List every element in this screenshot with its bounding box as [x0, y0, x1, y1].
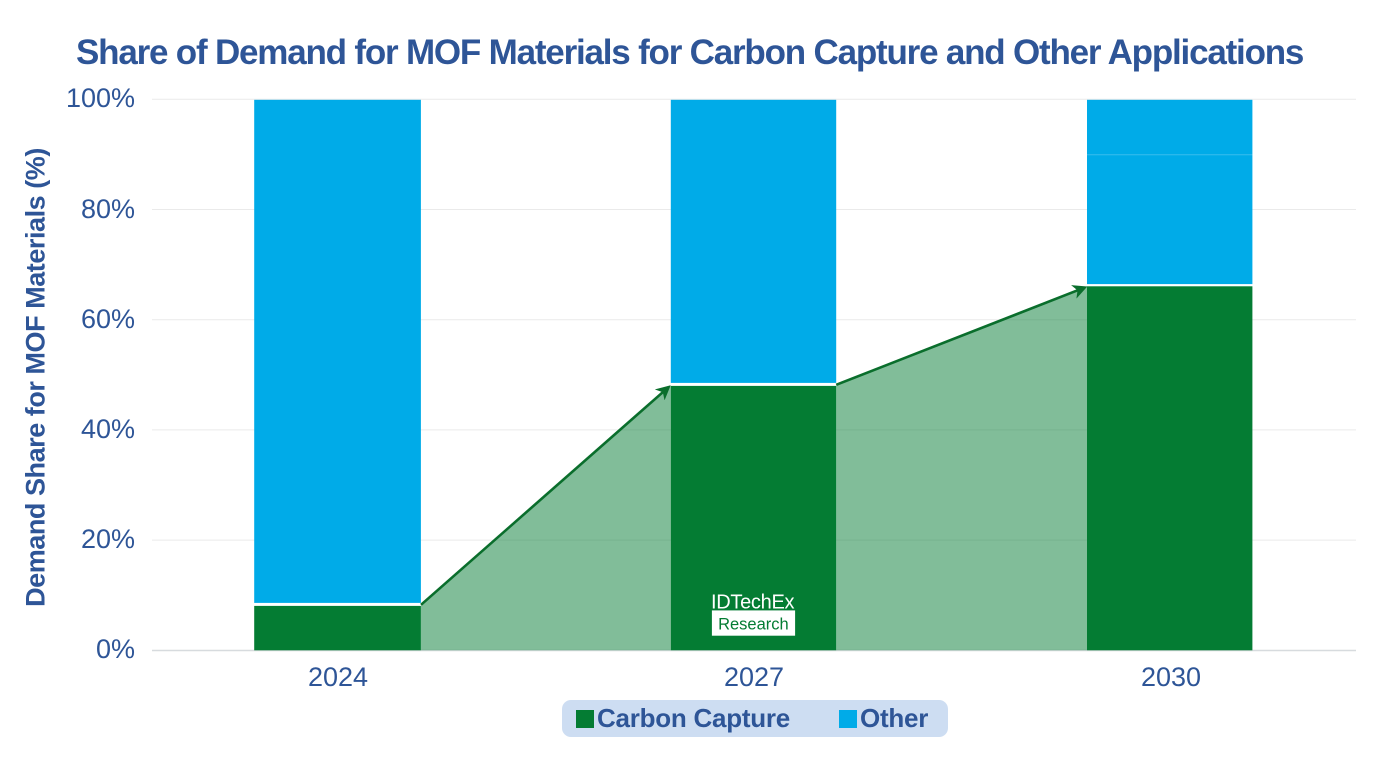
svg-text:Research: Research [718, 615, 789, 633]
svg-text:IDTechEx: IDTechEx [711, 591, 794, 613]
